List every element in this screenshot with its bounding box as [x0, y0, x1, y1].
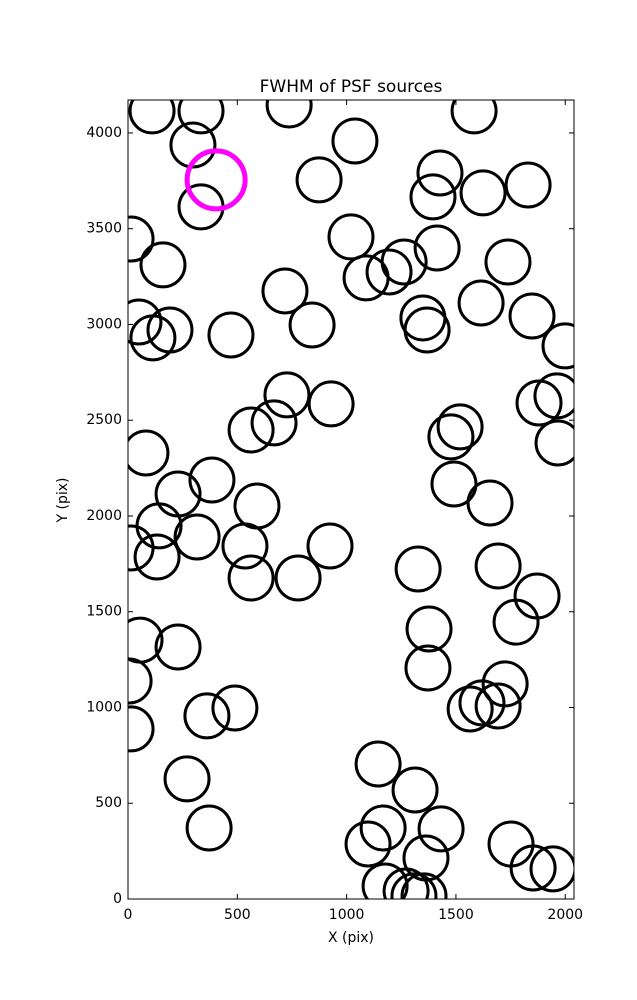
source-circle	[288, 301, 336, 349]
source-circle	[344, 820, 392, 868]
source-circle	[541, 322, 574, 370]
source-circle	[265, 100, 313, 129]
source-circle	[128, 215, 155, 263]
source-circle	[430, 460, 478, 508]
source-circle	[436, 403, 484, 451]
source-circle	[154, 623, 202, 671]
source-circle	[342, 254, 390, 302]
y-tick-label: 4000	[86, 125, 122, 141]
source-circle	[446, 685, 494, 733]
source-circle	[185, 804, 233, 852]
y-tick-label: 0	[113, 891, 122, 907]
source-circle	[400, 872, 448, 899]
source-circle	[128, 705, 155, 753]
y-axis-label: Y (pix)	[55, 478, 71, 524]
source-circle	[416, 149, 464, 197]
source-circle	[163, 755, 211, 803]
source-circle	[263, 371, 311, 419]
source-circle	[129, 314, 177, 362]
source-circle	[450, 100, 498, 135]
source-circle	[188, 456, 236, 504]
source-circle	[417, 805, 465, 853]
source-circle	[128, 429, 170, 477]
highlight-circle	[184, 148, 248, 212]
source-circle	[466, 479, 514, 527]
plot-area	[128, 100, 574, 899]
source-circle	[173, 513, 221, 561]
source-circle	[307, 380, 355, 428]
source-circle	[128, 657, 153, 705]
y-tick-label: 3500	[86, 221, 122, 237]
source-circle	[207, 311, 255, 359]
source-circle	[128, 100, 176, 135]
source-circle	[484, 238, 532, 286]
source-circle	[404, 644, 452, 692]
source-circle	[354, 740, 402, 788]
source-circle	[183, 692, 231, 740]
source-circle	[177, 100, 225, 135]
source-circle	[139, 241, 187, 289]
source-circle	[295, 156, 343, 204]
source-circle	[529, 845, 574, 893]
source-circle	[504, 161, 552, 209]
source-circle	[227, 406, 275, 454]
x-tick-label: 0	[124, 907, 133, 923]
x-tick-label: 1000	[329, 907, 365, 923]
source-circle	[508, 292, 556, 340]
source-circle	[128, 524, 155, 572]
source-circle	[403, 306, 451, 354]
source-circle	[405, 605, 453, 653]
source-circle	[133, 533, 181, 581]
source-circle	[409, 173, 457, 221]
source-circle	[515, 379, 563, 427]
source-circle	[227, 554, 275, 602]
source-circle	[458, 679, 506, 727]
source-circle	[534, 419, 574, 467]
source-circle	[274, 554, 322, 602]
source-circle	[221, 522, 269, 570]
source-circle	[327, 213, 375, 261]
x-axis-label: X (pix)	[328, 930, 374, 946]
source-circle	[211, 684, 259, 732]
source-circle	[390, 872, 438, 899]
source-circle	[365, 248, 413, 296]
source-circle	[394, 545, 442, 593]
source-circle	[261, 267, 309, 315]
source-circle	[413, 224, 461, 272]
source-circle	[306, 522, 354, 570]
source-circle	[359, 804, 407, 852]
y-tick-label: 3000	[86, 316, 122, 332]
y-tick-label: 1500	[86, 604, 122, 620]
x-tick-label: 2000	[547, 907, 583, 923]
y-tick-label: 500	[95, 795, 122, 811]
source-circle	[169, 121, 217, 169]
x-tick-label: 1500	[438, 907, 474, 923]
source-circle	[128, 298, 163, 346]
source-circle	[331, 117, 379, 165]
source-circle	[427, 413, 475, 461]
y-tick-label: 2500	[86, 412, 122, 428]
source-circle	[457, 279, 505, 327]
source-circle	[492, 598, 540, 646]
y-tick-label: 2000	[86, 508, 122, 524]
source-circle	[474, 682, 522, 730]
source-circle	[509, 844, 557, 892]
source-circle	[459, 169, 507, 217]
chart-title: FWHM of PSF sources	[260, 77, 443, 97]
y-tick-label: 1000	[86, 699, 122, 715]
x-tick-label: 500	[224, 907, 251, 923]
source-circle	[474, 542, 522, 590]
source-circle	[382, 867, 430, 899]
source-circle	[391, 766, 439, 814]
source-circle	[250, 399, 298, 447]
axes-frame	[127, 99, 575, 900]
source-circle	[361, 862, 409, 899]
